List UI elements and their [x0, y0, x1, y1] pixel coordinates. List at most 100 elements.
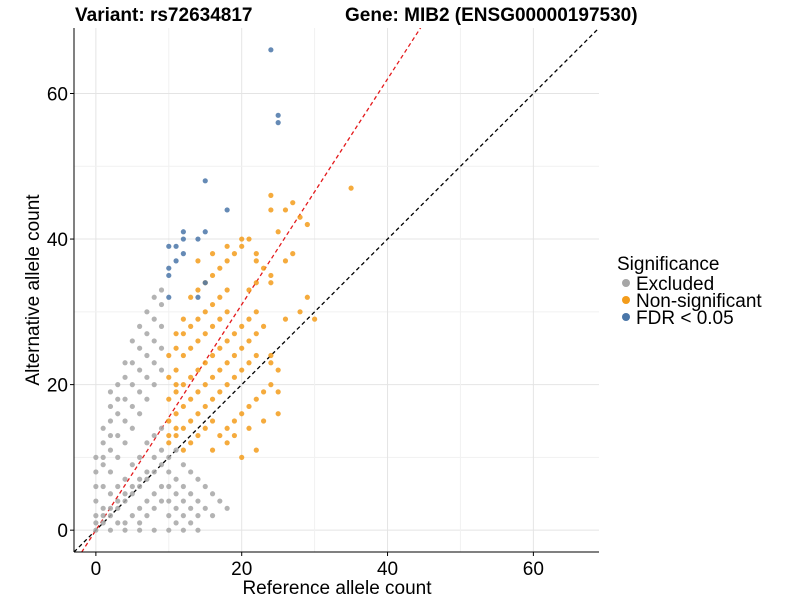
data-point [180, 425, 186, 431]
data-point [158, 462, 165, 468]
data-point [239, 323, 245, 329]
legend-label: FDR < 0.05 [636, 308, 734, 329]
data-point [231, 374, 238, 380]
y-tick-label: 20 [47, 376, 68, 397]
series-non-significant [166, 185, 354, 460]
data-point [151, 360, 157, 366]
data-point [137, 411, 143, 417]
data-point [202, 403, 208, 410]
data-point [312, 316, 318, 322]
data-point [115, 432, 121, 439]
data-point [129, 483, 135, 490]
data-point [268, 192, 274, 198]
data-point [158, 447, 165, 453]
data-point [166, 352, 172, 359]
data-point [166, 294, 172, 300]
data-point [209, 418, 216, 424]
data-point [166, 527, 172, 533]
data-point [93, 520, 99, 526]
data-point [93, 483, 99, 490]
data-point [173, 382, 179, 388]
data-point [180, 498, 186, 504]
data-point [202, 360, 208, 366]
data-point [209, 352, 216, 359]
data-point [122, 360, 128, 366]
data-point [93, 498, 99, 504]
data-point [107, 418, 114, 424]
data-point [253, 396, 259, 402]
data-point [224, 425, 230, 431]
data-point [268, 207, 274, 213]
data-point [129, 403, 135, 410]
data-point [122, 418, 128, 424]
data-point [158, 367, 165, 373]
data-point [129, 462, 135, 468]
data-point [188, 418, 194, 424]
data-point [166, 396, 172, 402]
data-point [253, 251, 259, 257]
data-point [107, 403, 114, 410]
legend-title: Significance [617, 254, 719, 275]
data-point [253, 258, 259, 264]
data-point [209, 447, 216, 453]
data-point [137, 454, 143, 460]
grid [74, 28, 599, 552]
data-point [137, 323, 143, 329]
data-point [122, 374, 128, 380]
data-point [246, 360, 252, 366]
data-point [231, 432, 238, 439]
data-point [151, 432, 157, 439]
data-point [195, 498, 201, 504]
data-point [253, 331, 259, 337]
data-point [173, 367, 179, 373]
data-point [144, 374, 150, 380]
data-point [129, 360, 135, 366]
data-point [195, 316, 201, 322]
data-point [290, 200, 296, 206]
legend-label: Non-significant [636, 291, 762, 312]
data-point [253, 280, 259, 286]
data-point [137, 505, 143, 511]
data-point [202, 382, 208, 388]
data-point [195, 432, 201, 439]
data-point [115, 382, 121, 388]
legend-swatch [622, 279, 630, 287]
data-point [107, 389, 114, 395]
data-point [107, 527, 114, 533]
data-point [122, 491, 128, 497]
data-point [137, 520, 143, 526]
data-point [246, 316, 252, 322]
data-point [173, 331, 179, 337]
data-point [173, 243, 179, 249]
data-point [173, 258, 179, 264]
data-point [180, 513, 186, 519]
series-excluded [93, 287, 230, 533]
data-point [151, 527, 157, 533]
data-point [100, 440, 106, 446]
data-point [122, 498, 128, 504]
data-point [224, 440, 230, 446]
data-point [217, 389, 223, 395]
data-point [231, 418, 238, 424]
data-point [115, 411, 121, 417]
data-point [158, 323, 165, 329]
data-point [195, 287, 201, 293]
data-point [137, 367, 143, 373]
data-point [107, 432, 114, 439]
reference-line-fit [80, 28, 422, 552]
data-point [231, 331, 238, 337]
data-point [100, 513, 106, 519]
data-point [93, 469, 99, 475]
data-point [217, 498, 223, 504]
data-point [348, 185, 354, 191]
data-point [158, 301, 165, 308]
data-point [188, 323, 194, 329]
data-point [246, 403, 252, 410]
data-point [224, 207, 230, 213]
data-point [144, 440, 150, 446]
data-point [188, 374, 194, 380]
data-point [144, 513, 150, 519]
data-point [275, 229, 281, 235]
data-point [202, 483, 208, 490]
